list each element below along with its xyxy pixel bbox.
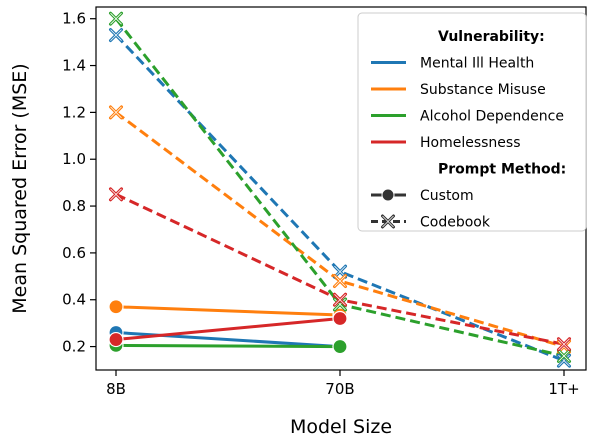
y-tick-label: 0.4 bbox=[62, 291, 86, 309]
custom-line-substance-misuse bbox=[115, 305, 341, 317]
custom-line-alcohol-dependence bbox=[115, 343, 341, 349]
codebook-point-substance-misuse-70B bbox=[333, 274, 347, 289]
x-tick-label: 70B bbox=[325, 380, 354, 398]
y-tick-label: 1.2 bbox=[62, 103, 86, 121]
y-tick-label: 1.4 bbox=[62, 57, 86, 75]
y-axis-label: Mean Squared Error (MSE) bbox=[9, 63, 31, 313]
custom-point-homelessness-70B bbox=[332, 310, 348, 327]
y-tick-label: 0.2 bbox=[62, 338, 86, 356]
legend-box bbox=[357, 12, 587, 232]
legend-title-method: Prompt Method: bbox=[438, 162, 566, 178]
y-tick-label: 0.6 bbox=[62, 244, 86, 262]
legend-label-custom: Custom bbox=[420, 188, 474, 204]
legend-label-substance-misuse: Substance Misuse bbox=[420, 82, 546, 98]
y-tick-label: 1.6 bbox=[62, 10, 86, 28]
codebook-line-substance-misuse bbox=[115, 111, 565, 349]
custom-line-homelessness bbox=[115, 316, 341, 342]
y-tick-label: 1.0 bbox=[62, 150, 86, 168]
codebook-point-alcohol-dependence-70B bbox=[333, 297, 347, 312]
y-tick-label: 0.8 bbox=[62, 197, 86, 215]
custom-point-alcohol-dependence-70B bbox=[332, 338, 348, 355]
codebook-point-substance-misuse-8B bbox=[109, 105, 123, 120]
codebook-point-mental-ill-health-8B bbox=[109, 28, 123, 43]
custom-point-homelessness-8B bbox=[108, 331, 124, 348]
legend: Vulnerability: Mental Ill Health Substance… bbox=[357, 12, 587, 232]
custom-point-substance-misuse-8B bbox=[108, 299, 124, 315]
legend-label-alcohol-dependence: Alcohol Dependence bbox=[420, 109, 564, 125]
codebook-point-homelessness-70B bbox=[333, 292, 347, 307]
codebook-point-homelessness-8B bbox=[109, 187, 123, 202]
chart-marks bbox=[108, 11, 571, 368]
codebook-point-mental-ill-health-1T+ bbox=[557, 353, 571, 368]
x-axis-label: Model Size bbox=[290, 416, 392, 438]
legend-label-homelessness: Homelessness bbox=[420, 135, 521, 151]
legend-label-codebook: Codebook bbox=[420, 215, 491, 231]
x-tick-label: 8B bbox=[106, 380, 126, 398]
codebook-point-alcohol-dependence-8B bbox=[109, 11, 123, 26]
legend-title-vulnerability: Vulnerability: bbox=[438, 29, 545, 45]
legend-marker-circle-icon bbox=[381, 188, 395, 202]
legend-label-mental-ill-health: Mental Ill Health bbox=[420, 56, 534, 72]
x-tick-label: 1T+ bbox=[548, 380, 579, 398]
codebook-point-homelessness-1T+ bbox=[557, 337, 571, 352]
codebook-point-alcohol-dependence-1T+ bbox=[557, 348, 571, 363]
legend-marker-x-icon bbox=[381, 214, 395, 229]
chart-axes: 0.2 0.4 0.6 0.8 1.0 1.2 1.4 1.6 8B 70B 1T+ bbox=[62, 6, 587, 398]
